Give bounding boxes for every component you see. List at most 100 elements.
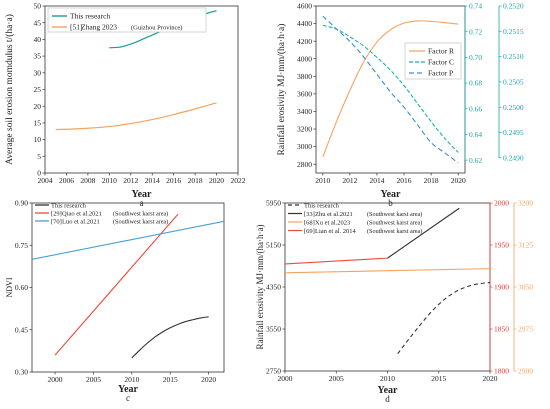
x-tick-label: 2015 xyxy=(163,375,178,384)
x-tick-label: 2020 xyxy=(209,176,224,185)
y-tick-label: 2750 xyxy=(266,367,281,376)
series-line xyxy=(387,207,460,259)
y-tick-label: 45 xyxy=(34,18,42,27)
y-tick-label: 3550 xyxy=(266,325,281,334)
legend-note: (Southwest karst area) xyxy=(113,219,168,226)
y-axis-label: NDVI xyxy=(5,277,14,297)
right-y-tick-label: 3200 xyxy=(518,199,533,208)
x-tick-label: 2010 xyxy=(315,176,330,185)
x-tick-label: 2014 xyxy=(369,176,384,185)
x-axis-label: Year xyxy=(381,189,402,200)
y-tick-label: 25 xyxy=(34,85,42,94)
y-tick-label: 5 xyxy=(37,152,41,161)
right-y-tick-label: 0.2520 xyxy=(503,2,524,11)
plot-frame xyxy=(315,5,466,174)
series-line xyxy=(55,102,217,131)
panel-c: 2000 2005 2010 2015 2020 0.30 0.45 0.60 0.75 0.90… xyxy=(5,199,225,403)
series-line xyxy=(54,213,179,356)
right-y-tick-label: 0.64 xyxy=(469,130,482,139)
legend-label: This research xyxy=(70,12,110,21)
x-tick-label: 2006 xyxy=(59,176,74,185)
x-tick-label: 2012 xyxy=(342,176,357,185)
legend: This research[29] Qiao et al.2021 (Southwe… xyxy=(35,203,168,226)
panel-d: 2000 2005 2010 2015 2020 2750 3550 4350 5150 5950… xyxy=(255,199,533,404)
legend: This research[33] Zhu et al.2021 (Southwes… xyxy=(288,203,422,235)
y-tick-label: 4000 xyxy=(297,54,312,63)
x-tick-label: 2010 xyxy=(380,374,395,383)
legend-label: Factor P xyxy=(428,69,453,78)
legend-note: (Southwest karst area) xyxy=(367,211,422,218)
y-tick-label: 3200 xyxy=(297,125,312,134)
y-tick-label: 0.60 xyxy=(15,283,28,292)
legend-ref: [29] xyxy=(51,211,62,218)
y-tick-label: 2800 xyxy=(297,160,312,169)
legend-ref: [69] xyxy=(304,228,315,235)
y-axis-label: Rainfall erosivity MJ·mm/(ha·h·a) xyxy=(255,225,265,350)
y-tick-label: 20 xyxy=(34,102,42,111)
x-tick-label: 2005 xyxy=(86,375,101,384)
y-axis-label: Rainfall erosivity MJ·mm/(ha·h·a) xyxy=(276,24,287,156)
legend-label: Factor R xyxy=(428,47,454,56)
x-tick-label: 2015 xyxy=(431,374,446,383)
right-y-tick-label: 0.68 xyxy=(469,79,482,88)
x-tick-label: 2005 xyxy=(329,374,344,383)
y-tick-label: 0.45 xyxy=(15,325,28,334)
right-y-tick-label: 0.2515 xyxy=(503,27,524,36)
right-y-tick-label: 3125 xyxy=(518,241,533,250)
y-tick-label: 35 xyxy=(34,52,42,61)
right-y-tick-label: 0.2510 xyxy=(503,52,524,61)
y-tick-label: 3400 xyxy=(297,107,312,116)
panel-letter: d xyxy=(385,394,390,404)
right-y-tick-label: 0.2490 xyxy=(503,153,524,162)
right-y-tick-label: 2975 xyxy=(518,325,533,334)
panel-a: 2004 2006 2008 2010 2012 2014 2016 2018 2020 2022… xyxy=(4,2,246,208)
x-axis-label: Year xyxy=(378,385,399,396)
series-line xyxy=(284,257,388,265)
y-tick-label: 40 xyxy=(34,35,42,44)
legend-label: Lian et al. 2014 xyxy=(315,228,357,235)
legend-label: This research xyxy=(51,203,87,210)
legend-ref: [51] xyxy=(70,23,83,32)
legend-label: Factor C xyxy=(428,58,454,67)
right-y-tick-label: 0.2500 xyxy=(503,103,524,112)
y-tick-label: 10 xyxy=(34,135,42,144)
plot-frame xyxy=(31,202,225,373)
legend-note: (Southwest karst area) xyxy=(367,220,422,227)
x-tick-label: 2018 xyxy=(424,176,439,185)
x-tick-label: 2010 xyxy=(124,375,139,384)
y-tick-label: 5950 xyxy=(266,199,281,208)
series-line xyxy=(322,15,459,164)
legend: This research [51]Zhang 2023 (Guizhou Prov… xyxy=(47,7,207,33)
legend-label: Zhang 2023 xyxy=(81,23,117,32)
right-y-tick-label: 3050 xyxy=(518,283,533,292)
x-tick-label: 2020 xyxy=(483,374,498,383)
right-y-tick-label: 0.74 xyxy=(469,2,482,11)
right-y-tick-label: 2900 xyxy=(518,367,533,376)
legend-ref: [68] xyxy=(304,220,315,227)
x-tick-label: 2014 xyxy=(145,176,160,185)
x-tick-label: 2022 xyxy=(231,176,246,185)
x-tick-label: 2016 xyxy=(166,176,181,185)
y-tick-label: 15 xyxy=(34,119,42,128)
y-tick-label: 4400 xyxy=(297,19,312,28)
series-line xyxy=(322,20,459,158)
legend-label: Zhu et al.2021 xyxy=(315,211,353,218)
legend-label: This research xyxy=(304,203,340,210)
right-y-tick-label: 0.2505 xyxy=(503,78,524,87)
x-tick-label: 2000 xyxy=(48,375,63,384)
x-tick-label: 2012 xyxy=(123,176,138,185)
y-tick-label: 0.30 xyxy=(15,368,28,377)
x-tick-label: 2020 xyxy=(451,176,466,185)
right-y-tick-label: 1800 xyxy=(494,367,509,376)
x-tick-label: 2020 xyxy=(201,375,216,384)
x-axis-label: Year xyxy=(132,189,153,200)
series-line xyxy=(397,281,491,354)
y-tick-label: 4350 xyxy=(266,283,281,292)
y-tick-label: 3800 xyxy=(297,72,312,81)
right-y-tick-label: 0.66 xyxy=(469,104,482,113)
legend-ref: [70] xyxy=(51,219,62,226)
series-line xyxy=(322,24,459,153)
x-tick-label: 2004 xyxy=(38,176,53,185)
right-y-tick-label: 0.70 xyxy=(469,53,482,62)
x-tick-label: 2010 xyxy=(102,176,117,185)
